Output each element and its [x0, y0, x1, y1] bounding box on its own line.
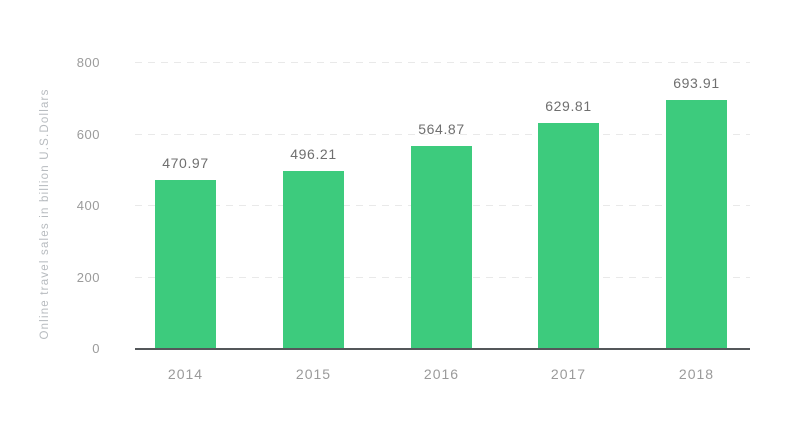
gridline-600 [135, 133, 750, 135]
value-label-2015: 496.21 [290, 145, 337, 162]
x-tick-label-2017: 2017 [550, 366, 587, 382]
x-tick-label-2014: 2014 [167, 366, 204, 382]
value-label-2016: 564.87 [418, 121, 465, 138]
y-tick-label: 400 [76, 198, 100, 213]
y-tick-label: 200 [76, 269, 100, 285]
y-tick-label: 800 [76, 55, 100, 70]
y-tick-label: 0 [92, 341, 100, 356]
x-axis-line [135, 348, 750, 350]
bar-2018 [666, 99, 727, 348]
value-label-2018: 693.91 [673, 74, 720, 91]
bar-2014 [155, 179, 216, 348]
value-label-2017: 629.81 [545, 97, 592, 114]
bar-2017 [538, 122, 599, 348]
value-label-2014: 470.97 [162, 154, 209, 171]
bar-2015 [283, 170, 344, 348]
x-tick-label-2015: 2015 [295, 366, 332, 382]
x-tick-label-2018: 2018 [678, 366, 715, 382]
bar-2016 [411, 146, 472, 348]
gridline-800 [135, 62, 750, 63]
y-tick-label: 600 [76, 126, 100, 142]
x-tick-label-2016: 2016 [423, 366, 460, 382]
